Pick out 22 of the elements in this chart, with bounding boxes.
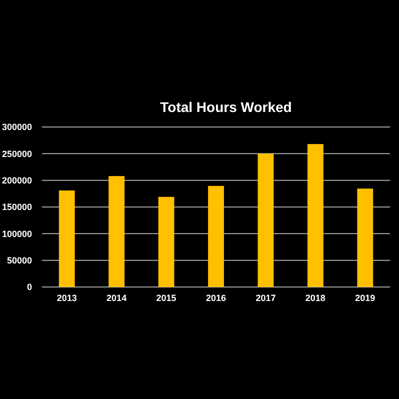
bar [158, 196, 174, 287]
chart-title: Total Hours Worked [160, 99, 292, 115]
y-tick-label: 250000 [2, 148, 32, 159]
x-tick-label: 2017 [256, 293, 276, 303]
bar [258, 154, 274, 287]
bar [58, 190, 75, 287]
bar [307, 144, 324, 287]
y-tick-label: 0 [26, 282, 32, 292]
x-tick-label: 2015 [156, 293, 176, 303]
x-tick-label: 2014 [106, 293, 127, 303]
x-tick-label: 2018 [305, 293, 326, 303]
x-tick-label: 2016 [206, 293, 226, 303]
x-tick-label: 2013 [56, 293, 77, 303]
bar [108, 176, 125, 287]
y-tick-label: 300000 [2, 122, 32, 132]
y-tick-label: 150000 [2, 202, 32, 212]
bar [357, 188, 374, 287]
y-tick-label: 50000 [6, 255, 32, 266]
x-tick-label: 2019 [355, 293, 376, 303]
y-tick-label: 100000 [2, 228, 32, 239]
y-tick-label: 200000 [2, 175, 32, 186]
bar [208, 186, 224, 287]
